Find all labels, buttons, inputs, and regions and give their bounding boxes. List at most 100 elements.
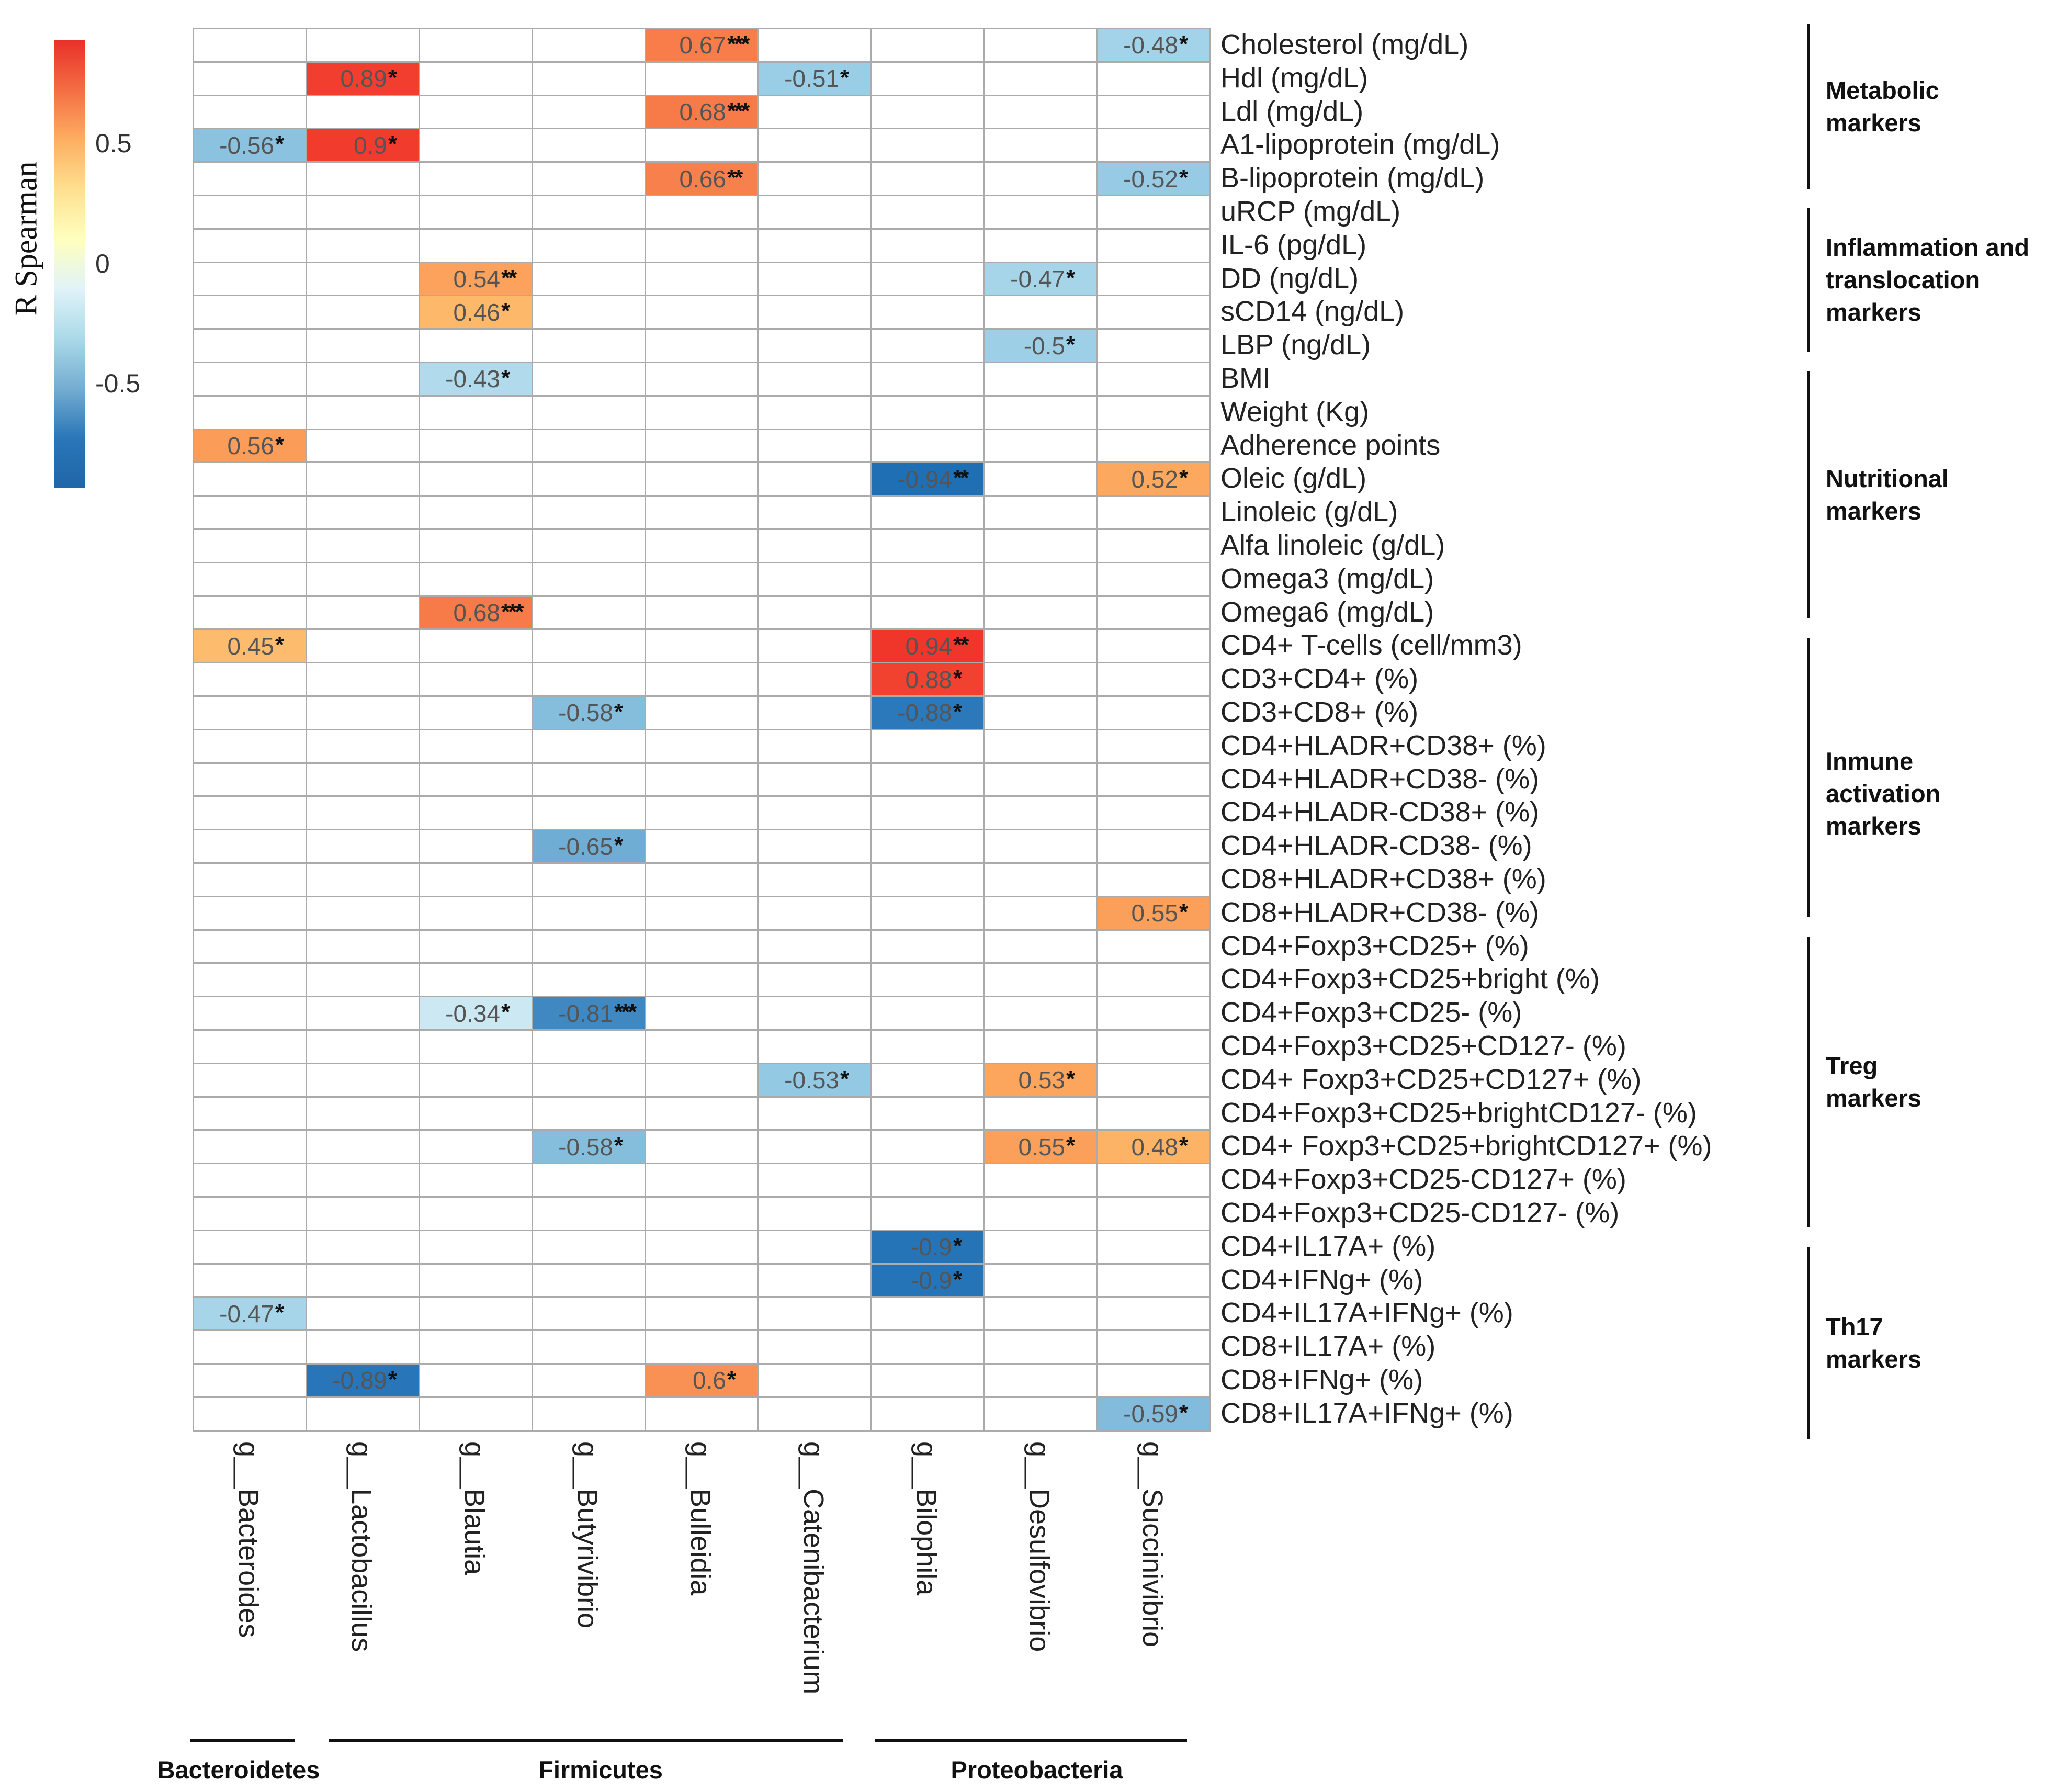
cell-value: 0.45	[227, 632, 274, 660]
cell-value: 0.53	[1018, 1066, 1065, 1094]
heatmap-cell	[757, 1329, 872, 1365]
heatmap-cell	[193, 561, 307, 597]
significance-stars: *	[840, 1066, 849, 1092]
heatmap-cell	[870, 395, 985, 430]
heatmap-cell	[419, 161, 533, 196]
heatmap-cell	[419, 495, 533, 530]
heatmap-cell	[532, 128, 646, 163]
row-label: B-lipoprotein (mg/dL)	[1220, 162, 1485, 194]
heatmap-cell	[645, 1229, 759, 1265]
heatmap-cell	[757, 495, 872, 530]
heatmap-cell	[645, 561, 759, 597]
heatmap-cell	[870, 161, 985, 196]
heatmap-cell	[870, 862, 985, 897]
significance-stars: *	[1066, 1066, 1075, 1092]
heatmap-cell	[532, 1296, 646, 1332]
heatmap-cell: -0.88 *	[870, 695, 985, 730]
cell-value: -0.48	[1123, 31, 1178, 59]
heatmap-cell	[193, 1229, 307, 1265]
heatmap-cell	[870, 1163, 985, 1198]
heatmap-cell	[645, 61, 759, 96]
row-label: DD (ng/dL)	[1220, 262, 1359, 294]
row-label: CD4+IFNg+ (%)	[1220, 1264, 1423, 1295]
heatmap-cell	[983, 1396, 1098, 1432]
heatmap-cell	[1096, 762, 1211, 797]
heatmap-cell	[983, 996, 1098, 1031]
heatmap-cell	[757, 996, 872, 1031]
cell-value: -0.47	[219, 1300, 274, 1327]
heatmap-cell	[1096, 1029, 1211, 1064]
heatmap-cell	[870, 829, 985, 864]
heatmap-cell	[419, 328, 533, 363]
heatmap-cell	[193, 662, 307, 697]
heatmap-cell	[306, 1129, 420, 1165]
column-label: g__Bulleidia	[685, 1441, 716, 1596]
heatmap-cell	[193, 1096, 307, 1131]
heatmap-cell	[983, 829, 1098, 864]
heatmap-cell	[306, 1096, 420, 1131]
significance-stars: *	[501, 365, 510, 391]
heatmap-cell	[193, 996, 307, 1031]
heatmap-cell	[1096, 128, 1211, 163]
heatmap-cell	[870, 228, 985, 263]
heatmap-cell: -0.5 *	[983, 328, 1098, 363]
heatmap-cell	[532, 762, 646, 797]
heatmap-cell	[983, 395, 1098, 430]
heatmap-cell	[757, 161, 872, 196]
heatmap-cell	[983, 662, 1098, 697]
heatmap-cell	[757, 28, 872, 63]
heatmap-cell	[193, 1263, 307, 1298]
heatmap-cell	[419, 561, 533, 597]
significance-stars: *	[614, 699, 623, 725]
significance-stars: *	[1179, 165, 1188, 191]
heatmap-cell	[983, 962, 1098, 998]
heatmap-cell	[532, 362, 646, 397]
heatmap-cell	[419, 94, 533, 130]
legend-tick: -0.5	[95, 369, 141, 398]
heatmap-cell	[419, 1329, 533, 1365]
heatmap-cell	[193, 962, 307, 998]
heatmap-cell: 0.56 *	[193, 428, 307, 464]
heatmap-cell	[306, 662, 420, 697]
group-label: Nutritional markers	[1826, 464, 1949, 525]
row-label: CD4+Foxp3+CD25-CD127+ (%)	[1220, 1164, 1626, 1196]
row-label: CD4+Foxp3+CD25- (%)	[1220, 997, 1522, 1029]
row-label: Oleic (g/dL)	[1220, 463, 1367, 494]
heatmap-cell	[306, 195, 420, 230]
heatmap-cell	[983, 295, 1098, 330]
heatmap-cell: -0.47 *	[193, 1296, 307, 1332]
heatmap-cell	[1096, 295, 1211, 330]
heatmap-cell	[645, 328, 759, 363]
heatmap-cell	[532, 495, 646, 530]
heatmap-cell	[983, 228, 1098, 263]
heatmap-cell	[870, 195, 985, 230]
heatmap-cell	[1096, 528, 1211, 563]
cell-value: 0.88	[905, 666, 952, 693]
heatmap-cell	[306, 829, 420, 864]
heatmap-cell	[757, 1296, 872, 1332]
heatmap-cell	[1096, 395, 1211, 430]
heatmap-cell	[645, 695, 759, 730]
heatmap-cell	[532, 195, 646, 230]
heatmap-cell	[757, 1096, 872, 1131]
significance-stars: *	[501, 999, 510, 1025]
group-bracket	[1807, 24, 1810, 189]
heatmap-cell	[532, 662, 646, 697]
heatmap-cell	[1096, 862, 1211, 897]
heatmap-cell	[757, 228, 872, 263]
heatmap-cell: -0.59 *	[1096, 1396, 1211, 1432]
row-label: CD4+HLADR+CD38+ (%)	[1220, 729, 1546, 761]
heatmap-cell	[983, 461, 1098, 497]
heatmap-cell	[870, 61, 985, 96]
significance-stars: *	[275, 131, 284, 157]
heatmap-cell	[306, 1263, 420, 1298]
heatmap-cell	[645, 762, 759, 797]
group-bracket	[1807, 371, 1810, 618]
significance-stars: *	[388, 131, 397, 157]
heatmap-cell	[306, 762, 420, 797]
heatmap-cell: -0.53 *	[757, 1062, 872, 1098]
cell-value: -0.94	[897, 465, 952, 493]
heatmap-cell	[983, 695, 1098, 730]
heatmap-cell: 0.55 *	[983, 1129, 1098, 1165]
heatmap-cell	[1096, 1062, 1211, 1098]
